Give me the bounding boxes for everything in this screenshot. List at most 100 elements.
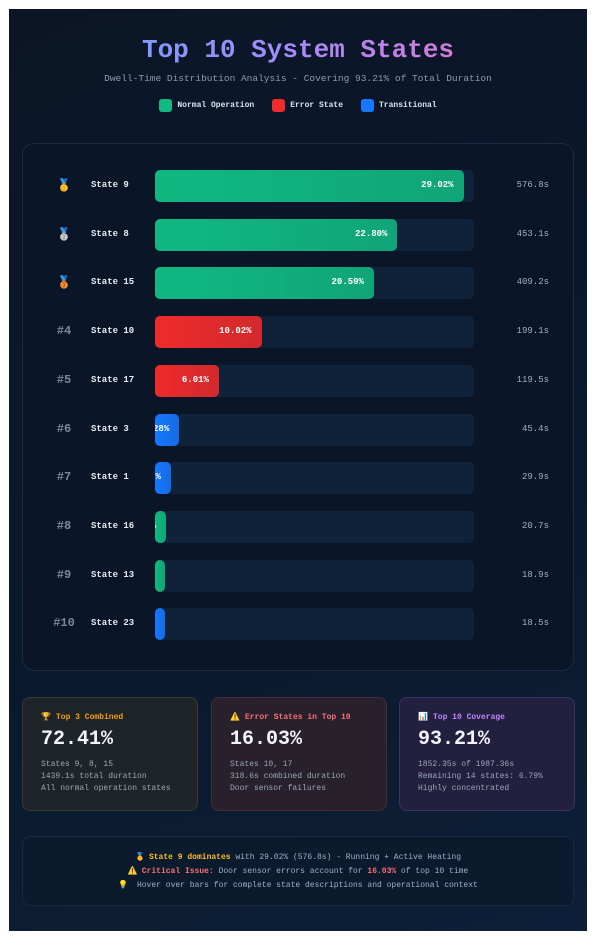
bar-track: 22.80% — [155, 218, 474, 251]
bar: 2.28% — [155, 413, 180, 446]
state-label: State 23 — [91, 618, 135, 629]
row: 🥉 State 15 20.59% 409.2s — [23, 267, 573, 300]
card-line: 1439.1s total duration — [41, 772, 147, 781]
card-line: States 10, 17 — [230, 760, 293, 769]
bar: 29.02% — [155, 170, 464, 202]
row: 🥇 State 9 29.02% 576.8s — [23, 170, 573, 202]
page: Top 10 System States Dwell-Time Distribu… — [9, 9, 587, 931]
card-value: 93.21% — [418, 728, 491, 751]
state-label: State 8 — [91, 228, 129, 239]
duration-label: 453.1s — [516, 228, 549, 239]
bar-track: 29.02% — [155, 170, 474, 202]
state-label: State 13 — [91, 569, 135, 580]
state-label: State 3 — [91, 423, 129, 434]
bar: 1.04% — [155, 510, 167, 543]
row: #8 State 16 1.04% 20.7s — [23, 510, 573, 543]
state-label: State 10 — [91, 326, 135, 337]
rank: #4 — [56, 324, 72, 339]
row: #5 State 17 6.01% 119.5s — [23, 364, 573, 397]
stat-card: ⚠️ Error States in Top 10 16.03% States 10,… — [211, 697, 387, 811]
bar: 0.95% — [155, 559, 166, 592]
footer-text: Hover over bars for complete state descr… — [132, 881, 478, 890]
card-title: ⚠️ Error States in Top 10 — [230, 712, 368, 722]
rank: #7 — [56, 470, 72, 485]
rank: #8 — [56, 518, 72, 533]
footer-emphasis: 16.03% — [367, 867, 397, 876]
duration-label: 18.9s — [521, 569, 549, 580]
value-label: 1.04% — [155, 521, 156, 531]
rank: #5 — [56, 372, 72, 387]
footer-icon: 💡 — [118, 881, 129, 890]
bar-track: 20.59% — [155, 267, 474, 300]
value-label: 2.28% — [155, 423, 170, 434]
legend-label: Error State — [290, 101, 343, 110]
rank: 🥈 — [56, 227, 72, 242]
legend-item: Normal Operation — [159, 99, 254, 112]
duration-label: 29.9s — [521, 472, 549, 483]
duration-label: 119.5s — [516, 374, 549, 385]
card-title: 🏆 Top 3 Combined — [41, 712, 179, 722]
card-title-text: Top 10 Coverage — [432, 713, 505, 722]
value-label: 22.80% — [355, 228, 388, 239]
footer-text: Door sensor errors account for — [213, 867, 368, 876]
bar: 10.02% — [155, 316, 262, 349]
footer-text: of top 10 time — [396, 867, 469, 876]
duration-label: 45.4s — [521, 423, 549, 434]
footer-line: ⚠️ Critical Issue: Door sensor errors acc… — [23, 865, 573, 879]
bar: 6.01% — [155, 364, 219, 397]
bar: 22.80% — [155, 218, 398, 251]
footer: 🥇 State 9 dominates with 29.02% (576.8s) … — [22, 836, 574, 906]
rank: #10 — [53, 616, 75, 631]
bar-track: 0.93% — [155, 608, 474, 641]
bar: 20.59% — [155, 267, 374, 300]
bar-track: 1.04% — [155, 510, 474, 543]
card-line: All normal operation states — [41, 784, 171, 793]
card-line: 1852.35s of 1987.36s — [418, 760, 515, 769]
state-label: State 16 — [91, 520, 135, 531]
card-title-text: Top 3 Combined — [55, 713, 124, 722]
row: #7 State 1 1.50% 29.9s — [23, 462, 573, 495]
card-icon: ⚠️ — [230, 713, 240, 722]
card-value: 16.03% — [230, 728, 303, 751]
bar-track: 10.02% — [155, 316, 474, 349]
duration-label: 409.2s — [516, 277, 549, 288]
bar-track: 0.95% — [155, 559, 474, 592]
rank: 🥇 — [56, 179, 72, 193]
card-value: 72.41% — [41, 728, 114, 751]
bar-track: 6.01% — [155, 364, 474, 397]
subtitle: Dwell-Time Distribution Analysis - Cover… — [104, 73, 492, 84]
rank: 🥉 — [56, 276, 72, 291]
bar-track: 2.28% — [155, 413, 474, 446]
card-line: 318.6s combined duration — [230, 772, 346, 781]
value-label: 10.02% — [219, 326, 252, 337]
state-label: State 17 — [91, 374, 135, 385]
legend-swatch — [361, 99, 374, 112]
legend-label: Normal Operation — [177, 101, 255, 110]
state-label: State 15 — [91, 277, 135, 288]
row: 🥈 State 8 22.80% 453.1s — [23, 218, 573, 251]
rank: #6 — [56, 421, 72, 436]
stat-card: 📊 Top 10 Coverage 93.21% 1852.35s of 1987.3… — [399, 697, 575, 811]
row: #10 State 23 0.93% 18.5s — [23, 608, 573, 641]
card-line: Door sensor failures — [230, 784, 327, 793]
value-label: 6.01% — [181, 374, 209, 385]
legend-swatch — [272, 99, 286, 112]
stat-card: 🏆 Top 3 Combined 72.41% States 9, 8, 15 1439… — [22, 697, 198, 811]
value-label: 20.59% — [331, 277, 364, 288]
footer-icon: 🥇 — [134, 853, 145, 862]
footer-line: 🥇 State 9 dominates with 29.02% (576.8s) … — [23, 851, 573, 865]
row: #4 State 10 10.02% 199.1s — [23, 316, 573, 349]
value-label: 1.50% — [155, 472, 161, 483]
card-icon: 📊 — [418, 713, 428, 722]
duration-label: 20.7s — [521, 520, 549, 531]
duration-label: 576.8s — [516, 180, 549, 190]
card-icon: 🏆 — [41, 713, 51, 722]
card-title: 📊 Top 10 Coverage — [418, 712, 556, 722]
chart-panel: 🥇 State 9 29.02% 576.8s 🥈 State 8 22.80% 453.1s… — [22, 143, 574, 671]
footer-highlight: Critical Issue: — [141, 867, 214, 876]
value-label: 29.02% — [421, 180, 454, 190]
state-label: State 9 — [91, 180, 129, 190]
legend-swatch — [159, 99, 173, 112]
footer-highlight: State 9 dominates — [148, 853, 231, 862]
row: #6 State 3 2.28% 45.4s — [23, 413, 573, 446]
